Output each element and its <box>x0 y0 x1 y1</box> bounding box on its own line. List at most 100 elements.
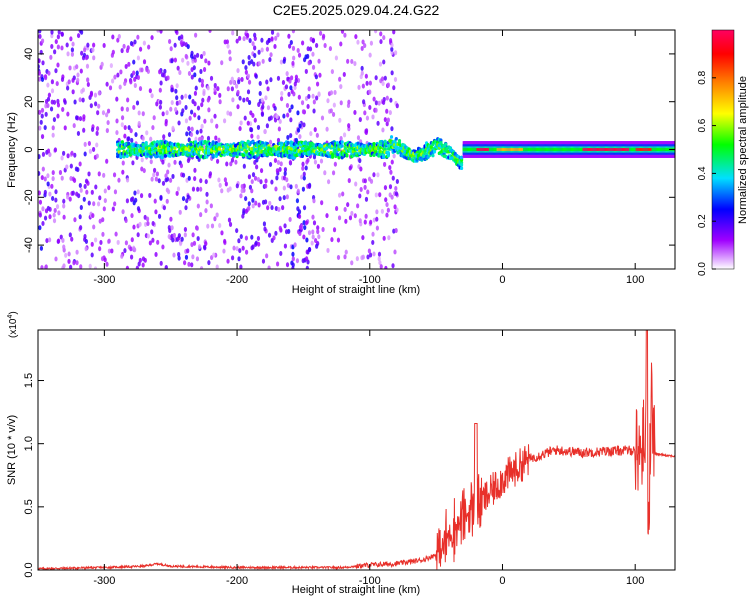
heatmap-cell <box>285 177 289 183</box>
heatmap-cell <box>283 243 288 249</box>
heatmap-cell <box>297 214 302 220</box>
heatmap-cell <box>46 96 51 102</box>
heatmap-cell <box>119 154 123 159</box>
heatmap-cell <box>257 61 261 67</box>
heatmap-cell <box>208 30 212 34</box>
heatmap-cell <box>57 30 61 35</box>
heatmap-cell <box>278 196 282 202</box>
heatmap-cell <box>190 109 194 115</box>
heatmap-cell <box>260 47 264 53</box>
heatmap-cell <box>331 155 335 159</box>
heatmap-cell <box>304 95 309 101</box>
heatmap-cell <box>54 197 58 203</box>
heatmap-cell <box>222 153 226 157</box>
heatmap-cell <box>218 222 222 228</box>
heatmap-cell <box>235 183 239 189</box>
heatmap-cell <box>96 110 100 116</box>
heatmap-cell <box>242 97 246 103</box>
heatmap-cell <box>102 172 106 178</box>
heatmap-cell <box>119 69 123 75</box>
heatmap-cell <box>71 41 75 47</box>
heatmap-cell <box>110 248 114 254</box>
heatmap-cell <box>420 157 424 161</box>
heatmap-cell <box>237 79 241 85</box>
heatmap-cell <box>388 110 392 116</box>
heatmap-cell <box>107 185 111 191</box>
heatmap-cell <box>343 207 347 213</box>
heatmap-cell <box>218 182 222 188</box>
heatmap-cell <box>120 253 124 259</box>
heatmap-cell <box>65 42 69 48</box>
heatmap-cell <box>174 30 178 34</box>
heatmap-cell <box>148 192 152 198</box>
heatmap-cell <box>71 89 75 95</box>
heatmap-cell <box>340 140 344 144</box>
heatmap-cell <box>305 256 309 262</box>
heatmap-cell <box>62 214 66 220</box>
heatmap-cell <box>115 118 119 124</box>
heatmap-cell <box>362 99 366 105</box>
heatmap-cell <box>316 225 320 231</box>
heatmap-cell <box>166 189 171 195</box>
heatmap-cell <box>317 92 321 98</box>
heatmap-cell <box>333 90 337 96</box>
heatmap-cell <box>184 147 188 151</box>
heatmap-cell <box>381 127 385 133</box>
heatmap-cell <box>46 181 50 187</box>
heatmap-cell <box>365 80 369 86</box>
heatmap-cell <box>439 138 443 143</box>
heatmap-cell <box>125 106 130 112</box>
heatmap-cell <box>51 170 55 176</box>
heatmap-cell <box>275 168 280 174</box>
heatmap-cell <box>191 232 195 238</box>
heatmap-cell <box>151 237 155 243</box>
heatmap-cell <box>120 48 124 54</box>
heatmap-cell <box>79 187 83 193</box>
heatmap-cell <box>186 60 190 66</box>
heatmap-cell <box>82 114 86 120</box>
heatmap-cell <box>460 155 464 160</box>
heatmap-cell <box>170 100 174 106</box>
heatmap-cell <box>259 168 264 174</box>
heatmap-cell <box>386 82 391 88</box>
heatmap-cell <box>194 140 198 144</box>
colorbar: 0.0 0.2 0.4 0.6 0.8 Normalized spectral ampl… <box>697 29 749 276</box>
heatmap-cell <box>122 154 126 159</box>
heatmap-cell <box>220 60 224 66</box>
heatmap-cell <box>184 53 188 59</box>
heatmap-cell <box>279 59 284 65</box>
heatmap-cell <box>193 167 197 173</box>
heatmap-cell <box>315 243 319 249</box>
heatmap-cell <box>79 205 83 211</box>
heatmap-cell <box>148 88 152 94</box>
heatmap-cell <box>187 137 191 143</box>
heatmap-cell <box>125 198 130 204</box>
heatmap-cell <box>302 220 306 226</box>
heatmap-cell <box>220 230 224 236</box>
heatmap-cell <box>133 190 137 196</box>
heatmap-cell <box>153 198 157 204</box>
heatmap-cell <box>68 232 72 238</box>
heatmap-cell <box>315 132 319 138</box>
heatmap-cell <box>326 247 330 253</box>
heatmap-cell <box>130 237 134 243</box>
heatmap-cell <box>311 234 315 240</box>
heatmap-cell <box>92 224 96 230</box>
heatmap-cell <box>62 244 66 250</box>
heatmap-cell <box>239 120 243 126</box>
heatmap-cell <box>177 233 181 239</box>
heatmap-cell <box>151 125 155 131</box>
heatmap-cell <box>257 49 261 55</box>
heatmap-cell <box>52 117 57 123</box>
heatmap-cell <box>230 86 234 92</box>
heatmap-cell <box>108 85 113 91</box>
heatmap-cell <box>369 40 374 46</box>
heatmap-cell <box>186 44 190 50</box>
heatmap-cell <box>344 249 348 255</box>
heatmap-cell <box>383 161 387 167</box>
heatmap-cell <box>173 57 177 63</box>
heatmap-cell <box>91 213 95 219</box>
heatmap-cell <box>301 165 305 171</box>
heatmap-cell <box>114 231 118 237</box>
heatmap-cell <box>184 118 189 124</box>
